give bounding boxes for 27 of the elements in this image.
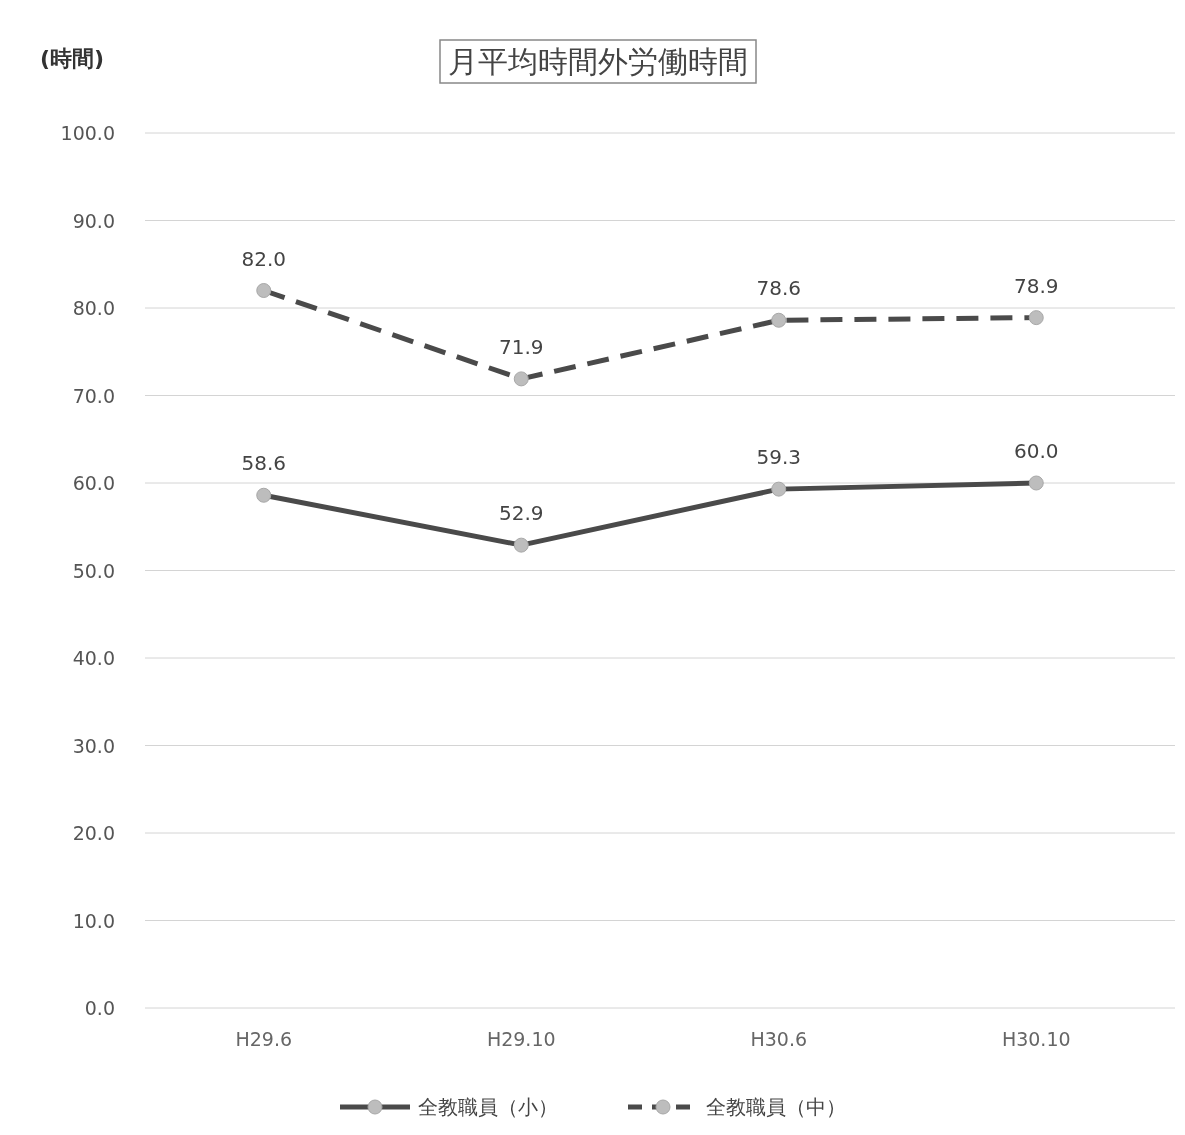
y-tick-label: 90.0 [72, 209, 115, 232]
x-tick-label: H30.6 [750, 1028, 808, 1050]
y-tick-label: 30.0 [72, 734, 115, 757]
x-tick-label: H29.6 [235, 1028, 293, 1050]
chart-title: 月平均時間外労働時間 [448, 44, 748, 79]
data-label: 78.9 [1013, 273, 1059, 298]
legend-label: 全教職員（小） [418, 1095, 558, 1119]
y-tick-label: 20.0 [72, 822, 115, 844]
y-axis-title: (時間) [40, 46, 105, 71]
data-label: 60.0 [1013, 439, 1059, 463]
data-label: 59.3 [756, 445, 802, 470]
y-tick-label: 100.0 [60, 122, 115, 144]
data-label: 52.9 [498, 501, 544, 526]
x-tick-label: H30.10 [1001, 1028, 1071, 1050]
x-tick-label: H29.10 [486, 1028, 556, 1050]
y-tick-label: 70.0 [72, 384, 115, 407]
y-tick-label: 40.0 [72, 647, 115, 669]
y-tick-label: 0.0 [84, 997, 115, 1019]
data-label: 58.6 [241, 451, 287, 476]
y-tick-label: 50.0 [72, 559, 115, 582]
legend-label: 全教職員（中） [706, 1095, 846, 1119]
data-label: 78.6 [756, 276, 802, 301]
y-tick-label: 60.0 [72, 472, 115, 494]
data-label: 71.9 [498, 334, 544, 359]
y-tick-label: 80.0 [72, 297, 115, 319]
data-label: 82.0 [241, 246, 287, 271]
y-tick-label: 10.0 [72, 909, 115, 932]
